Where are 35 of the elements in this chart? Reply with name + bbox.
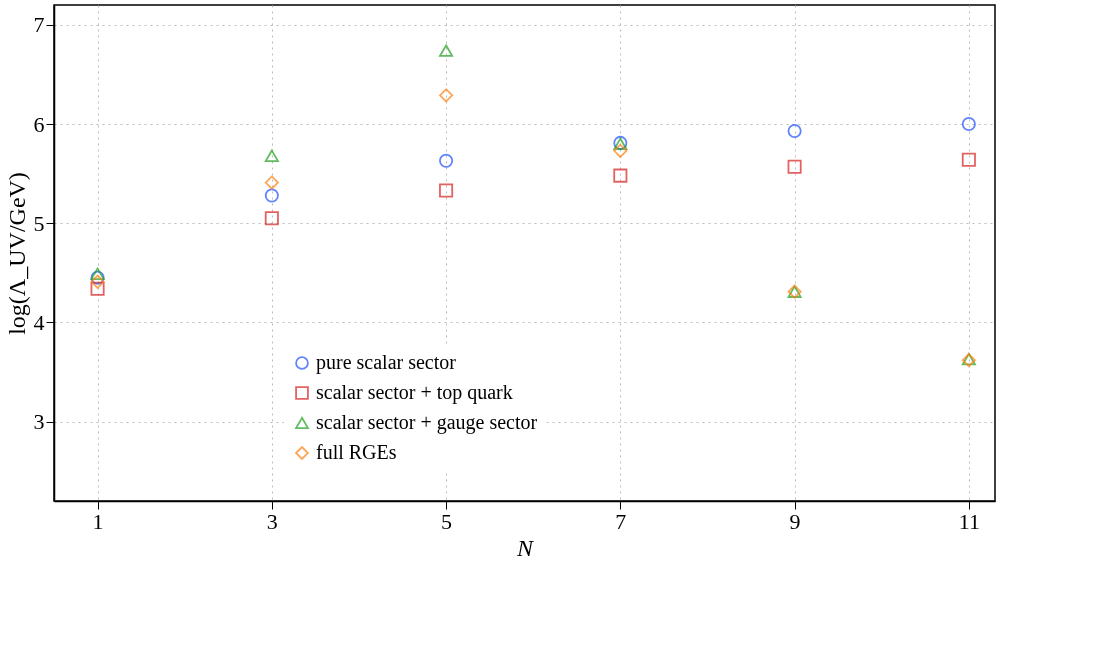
point: [961, 117, 976, 132]
y-tick-label: 6: [33, 111, 45, 137]
y-axis-title: log(Λ_UV/GeV): [3, 172, 30, 335]
legend-label: full RGEs: [316, 441, 397, 463]
point: [961, 152, 976, 167]
legend-label: scalar sector + gauge sector: [316, 411, 538, 434]
point: [90, 281, 105, 296]
point: [787, 123, 802, 138]
y-tick-label: 5: [33, 210, 45, 236]
x-tick-label: 1: [92, 508, 104, 534]
point: [264, 149, 279, 162]
x-tick-label: 3: [266, 508, 278, 534]
point: [439, 183, 454, 198]
legend-label: scalar sector + top quark: [316, 381, 513, 404]
point: [439, 153, 454, 168]
x-tick-label: 5: [441, 508, 453, 534]
x-axis-title: N: [515, 534, 535, 561]
y-tick-label: 7: [33, 12, 45, 38]
point: [613, 168, 628, 183]
legend-label: pure scalar sector: [316, 351, 457, 374]
x-tick-label: 7: [615, 508, 627, 534]
y-tick-label: 4: [33, 309, 45, 335]
x-tick-label: 9: [789, 508, 801, 534]
point: [90, 270, 105, 285]
point: [264, 188, 279, 203]
x-tick-label: 11: [958, 508, 980, 534]
point: [613, 143, 628, 158]
point: [439, 88, 454, 103]
point: [90, 267, 105, 281]
point: [439, 44, 454, 57]
y-tick-label: 3: [33, 409, 45, 435]
point: [90, 274, 105, 289]
point: [787, 159, 802, 174]
point: [264, 211, 279, 226]
point: [264, 175, 279, 190]
